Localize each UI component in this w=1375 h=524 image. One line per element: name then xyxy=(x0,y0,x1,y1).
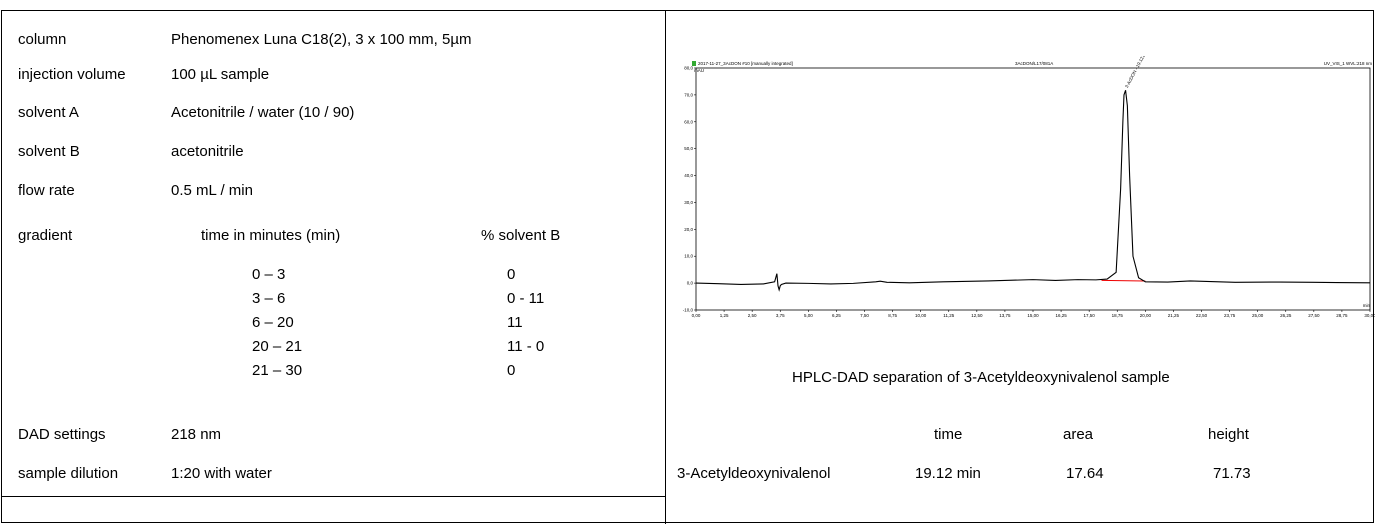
panel-divider xyxy=(665,10,666,524)
x-tick-label: 21,25 xyxy=(1168,313,1180,318)
x-tick-label: 18,75 xyxy=(1112,313,1124,318)
flow-rate-value: 0.5 mL / min xyxy=(171,182,253,199)
chromatogram-header-left: 2017-11-27_3AcDON #10 [manually integrat… xyxy=(698,61,793,66)
gradient-time-header: time in minutes (min) xyxy=(201,227,341,244)
x-tick-label: 5,00 xyxy=(804,313,813,318)
x-tick-label: 22,50 xyxy=(1196,313,1208,318)
chromatogram-trace xyxy=(695,90,1371,292)
x-tick-label: 3,75 xyxy=(776,313,785,318)
y-tick-label: 10,0 xyxy=(684,254,693,259)
x-unit-label: min xyxy=(1363,303,1371,308)
x-tick-label: 8,75 xyxy=(888,313,897,318)
gradient-time: 21 – 30 xyxy=(252,362,303,379)
results-time: 19.12 min xyxy=(915,465,981,482)
x-tick-label: 12,50 xyxy=(971,313,983,318)
results-header-area: area xyxy=(1063,426,1094,443)
x-tick-label: 25,00 xyxy=(1252,313,1264,318)
y-tick-label: 80,0 xyxy=(684,66,693,71)
status-marker-icon xyxy=(692,61,696,66)
y-tick-label: 40,0 xyxy=(684,173,693,178)
results-height: 71.73 xyxy=(1213,465,1251,482)
x-tick-label: 11,25 xyxy=(943,313,954,318)
plot-frame xyxy=(695,67,1371,311)
layout-frame xyxy=(1,10,1374,523)
y-tick-label: 60,0 xyxy=(684,119,693,124)
x-tick-label: 13,75 xyxy=(999,313,1011,318)
x-tick-label: 2,50 xyxy=(748,313,757,318)
chromatogram-caption: HPLC-DAD separation of 3-Acetyldeoxyniva… xyxy=(792,369,1170,386)
solvent-b-label: solvent B xyxy=(18,143,80,160)
gradient-label: gradient xyxy=(18,227,73,244)
column-label: column xyxy=(18,31,67,48)
results-header-time: time xyxy=(934,426,963,443)
chromatogram: 2017-11-27_3AcDON #10 [manually integrat… xyxy=(683,56,1375,319)
x-tick-label: 0,00 xyxy=(692,313,701,318)
y-tick-label: 30,0 xyxy=(684,200,693,205)
x-tick-label: 1,25 xyxy=(720,313,729,318)
solvent-a-label: solvent A xyxy=(18,104,79,121)
chromatogram-header-center: 3AcDON/L17/081A xyxy=(1015,61,1053,66)
y-tick-label: -10,0 xyxy=(683,308,694,313)
gradient-b: 11 - 0 xyxy=(507,338,545,355)
gradient-time: 0 – 3 xyxy=(252,266,286,283)
solvent-b-value: acetonitrile xyxy=(171,143,244,160)
x-tick-label: 15,00 xyxy=(1027,313,1039,318)
flow-rate-label: flow rate xyxy=(18,182,75,199)
chromatogram-header-right: UV_VIS_1 WVL:218 nm xyxy=(1324,61,1373,66)
results-compound: 3-Acetyldeoxynivalenol xyxy=(677,465,831,482)
y-tick-label: 0,0 xyxy=(687,281,694,286)
x-tick-label: 7,50 xyxy=(860,313,869,318)
dad-label: DAD settings xyxy=(18,426,106,443)
solvent-a-value: Acetonitrile / water (10 / 90) xyxy=(171,104,355,121)
gradient-b: 11 xyxy=(507,314,523,331)
gradient-b: 0 xyxy=(507,362,516,379)
dilution-label: sample dilution xyxy=(18,465,119,482)
gradient-time: 6 – 20 xyxy=(252,314,294,331)
x-tick-label: 16,25 xyxy=(1055,313,1067,318)
x-tick-label: 20,00 xyxy=(1140,313,1152,318)
chart-axes: -10,0 0,0 10,0 20,0 30,0 40,0 50,0 60,0 70,0 80,0… xyxy=(683,66,1375,319)
gradient-time: 20 – 21 xyxy=(252,338,303,355)
injection-label: injection volume xyxy=(18,66,126,83)
gradient-b: 0 - 11 xyxy=(507,290,545,307)
x-tick-label: 28,75 xyxy=(1336,313,1348,318)
peak-label: 3-AcDON - 19.121 xyxy=(1124,56,1146,89)
dad-value: 218 nm xyxy=(171,426,222,443)
y-tick-label: 20,0 xyxy=(684,227,693,232)
injection-value: 100 µL sample xyxy=(171,66,270,83)
y-unit-label: mAU xyxy=(694,68,704,73)
bottom-divider xyxy=(1,496,666,497)
y-tick-label: 50,0 xyxy=(684,146,693,151)
y-tick-label: 70,0 xyxy=(684,92,693,97)
x-tick-label: 23,75 xyxy=(1224,313,1236,318)
x-tick-label: 10,00 xyxy=(915,313,927,318)
gradient-b-header: % solvent B xyxy=(481,227,561,244)
x-tick-label: 26,25 xyxy=(1280,313,1292,318)
column-value: Phenomenex Luna C18(2), 3 x 100 mm, 5µm xyxy=(171,31,472,48)
x-tick-label: 17,50 xyxy=(1084,313,1096,318)
results-area: 17.64 xyxy=(1066,465,1104,482)
gradient-b: 0 xyxy=(507,266,516,283)
gradient-time: 3 – 6 xyxy=(252,290,286,307)
results-header-height: height xyxy=(1208,426,1249,443)
dilution-value: 1:20 with water xyxy=(171,465,272,482)
x-tick-label: 6,25 xyxy=(832,313,841,318)
x-tick-label: 27,50 xyxy=(1308,313,1320,318)
integration-baseline xyxy=(1101,279,1146,282)
x-tick-label: 30,00 xyxy=(1364,313,1375,318)
